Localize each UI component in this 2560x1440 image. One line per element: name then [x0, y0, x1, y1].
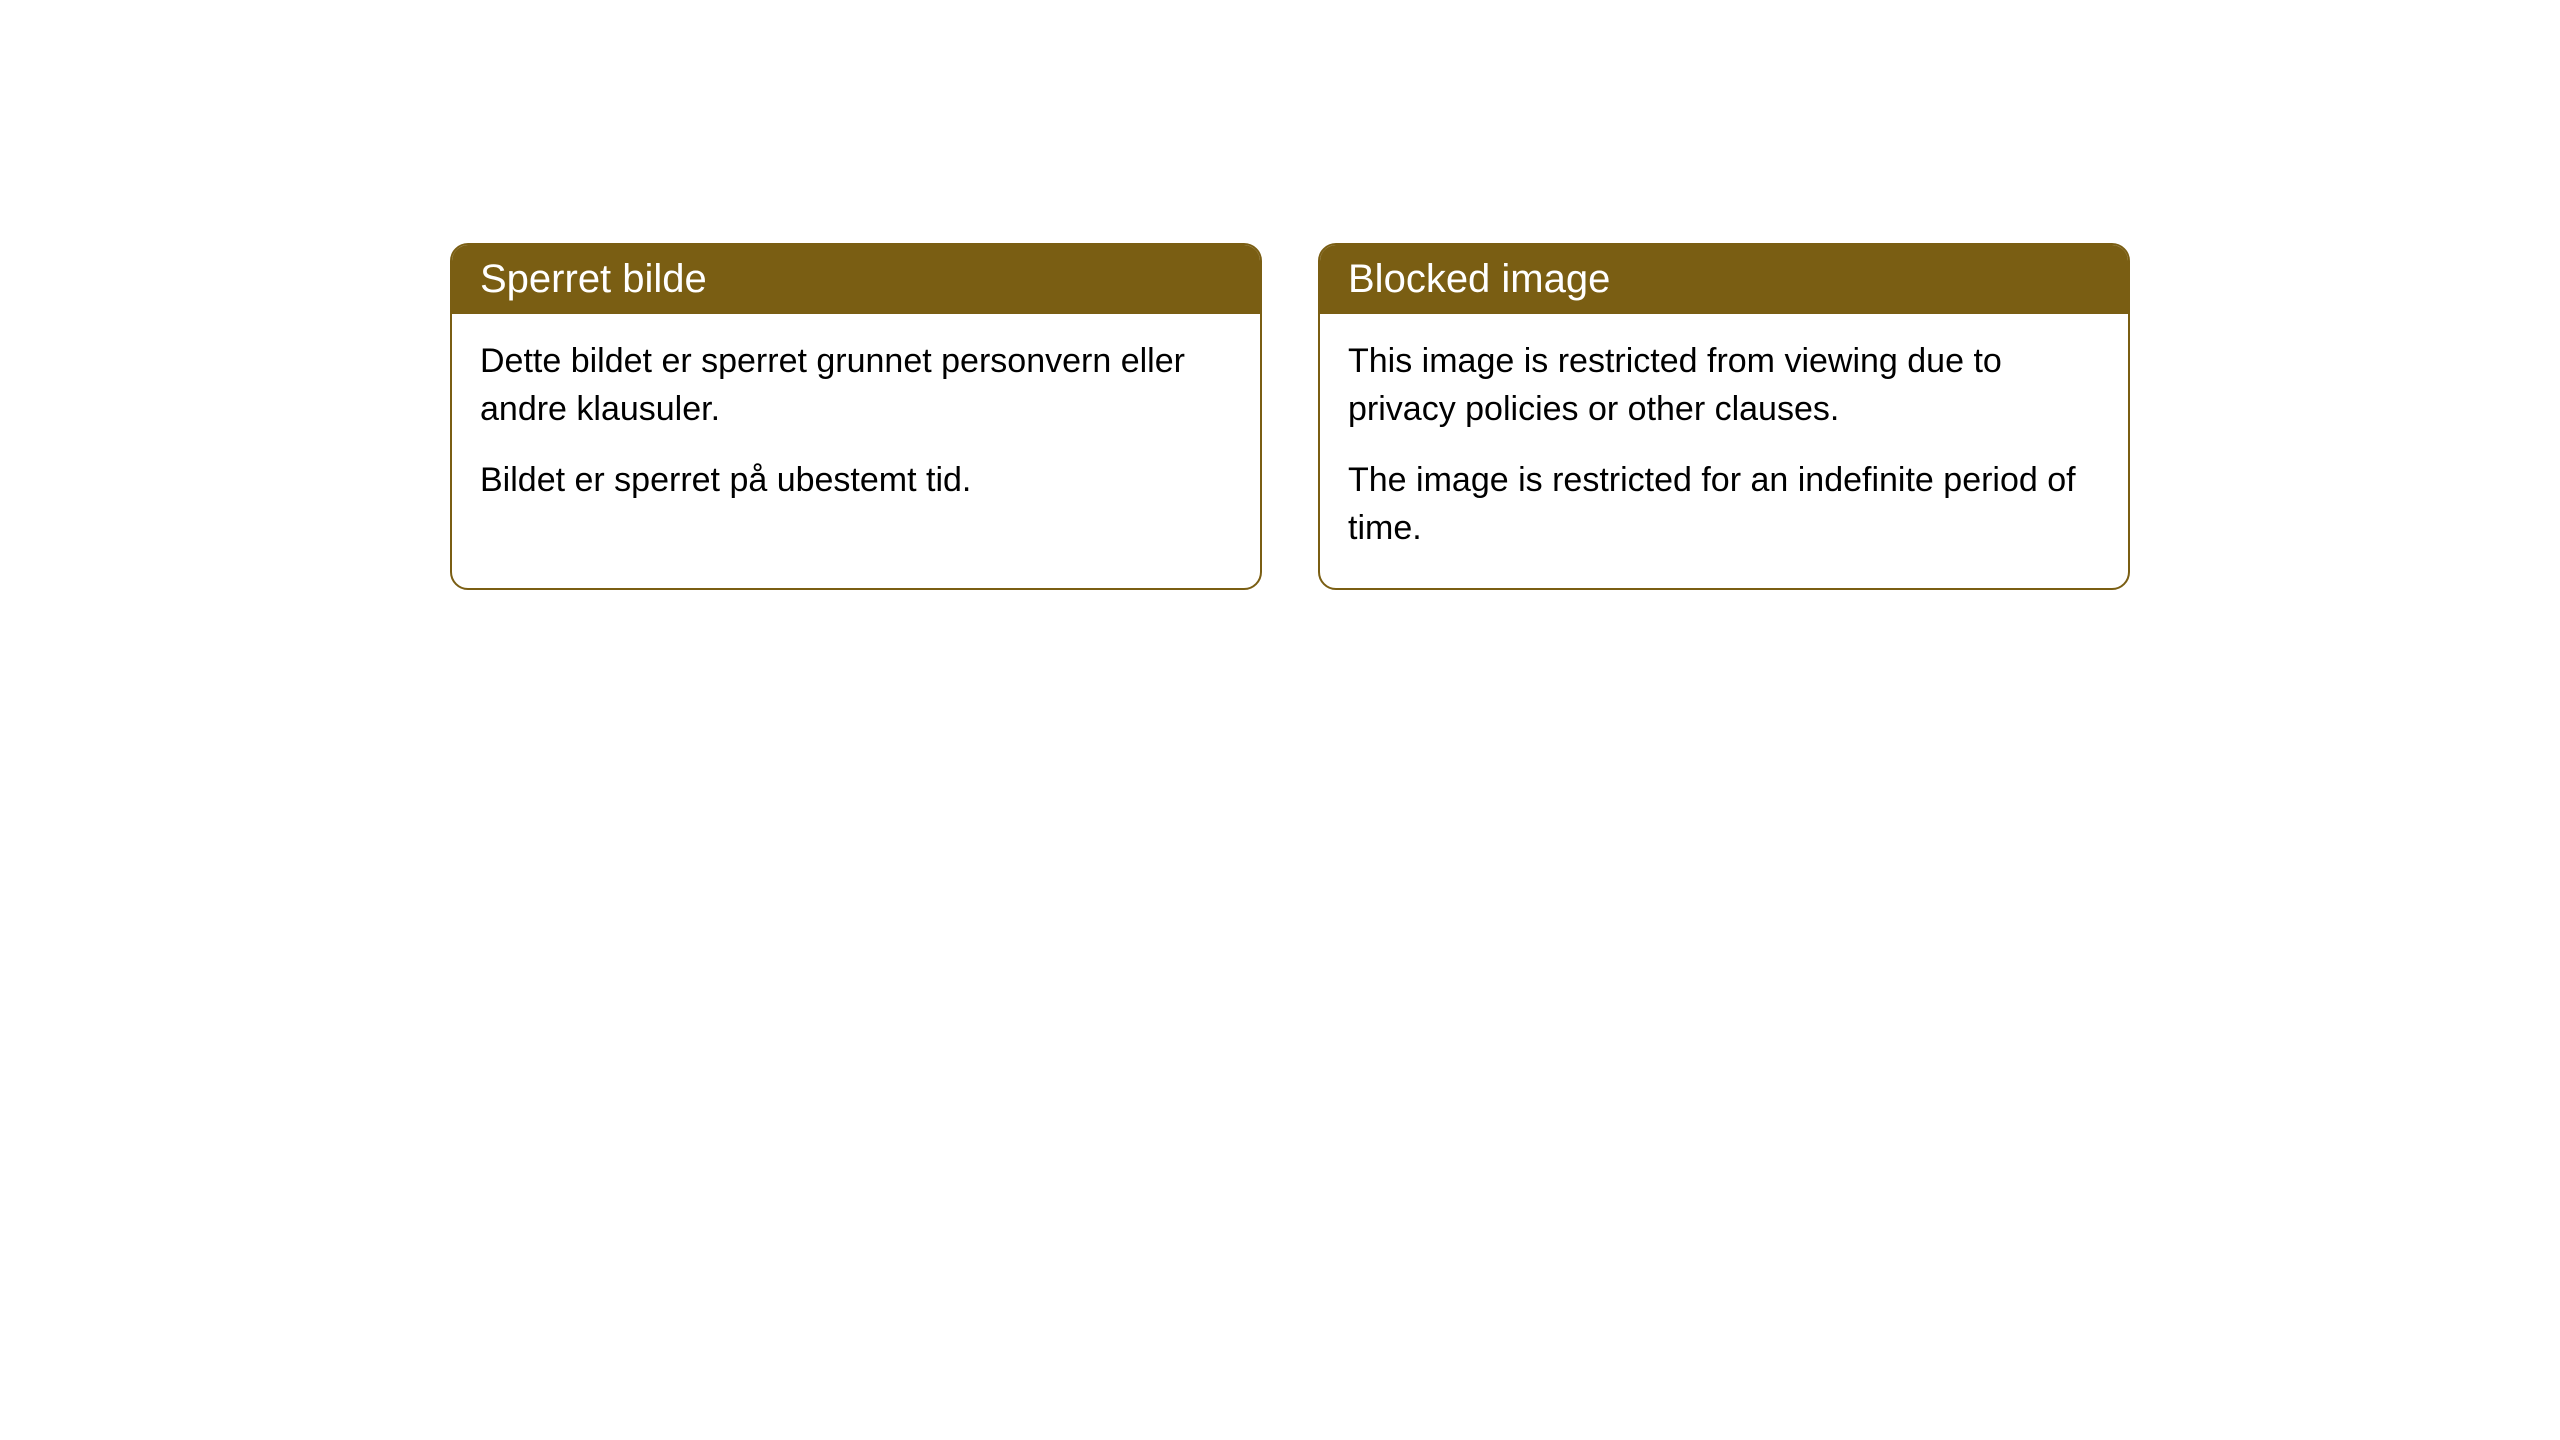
card-paragraph: This image is restricted from viewing du… [1348, 338, 2100, 433]
card-header: Blocked image [1320, 245, 2128, 314]
card-paragraph: Bildet er sperret på ubestemt tid. [480, 457, 1232, 505]
card-paragraph: The image is restricted for an indefinit… [1348, 457, 2100, 552]
card-body: This image is restricted from viewing du… [1320, 314, 2128, 588]
card-paragraph: Dette bildet er sperret grunnet personve… [480, 338, 1232, 433]
card-body: Dette bildet er sperret grunnet personve… [452, 314, 1260, 541]
card-title: Sperret bilde [480, 257, 707, 301]
card-english: Blocked image This image is restricted f… [1318, 243, 2130, 590]
card-title: Blocked image [1348, 257, 1610, 301]
card-norwegian: Sperret bilde Dette bildet er sperret gr… [450, 243, 1262, 590]
card-header: Sperret bilde [452, 245, 1260, 314]
cards-container: Sperret bilde Dette bildet er sperret gr… [450, 243, 2560, 590]
